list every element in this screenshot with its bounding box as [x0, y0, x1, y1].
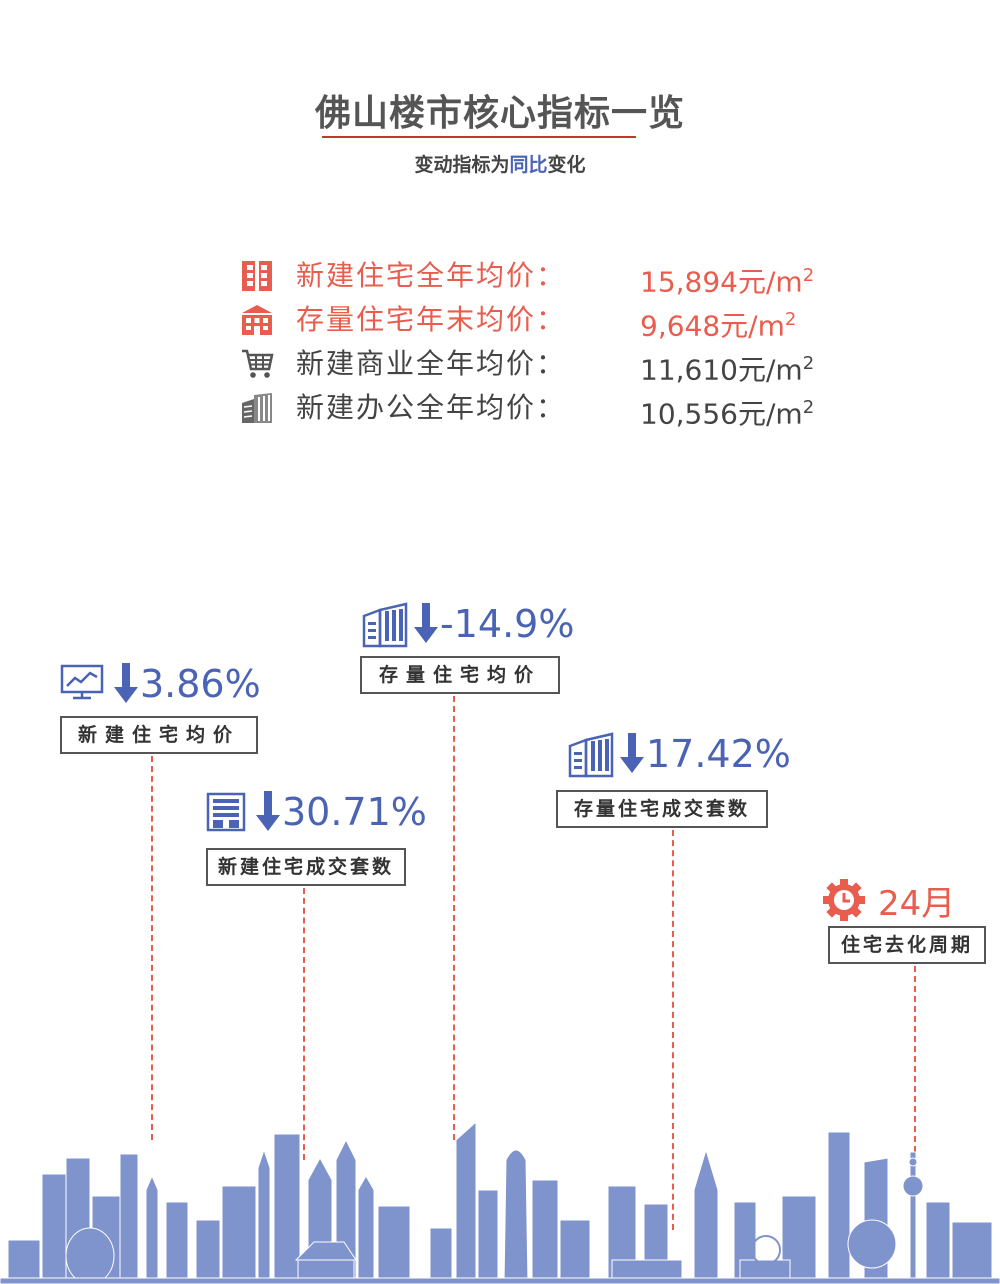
indicator-value-resale-price: -14.9% [414, 602, 574, 646]
indicator-value-new-home-deals: 30.71% [256, 790, 427, 834]
price-row-resale-residential: 存量住宅年末均价： 9,648元/m2 [240, 300, 840, 342]
arrow-down-icon [620, 733, 644, 773]
city-skyline-illustration [0, 1120, 1000, 1284]
indicator-label-resale-deals: 存量住宅成交套数 [556, 790, 768, 828]
price-label: 新建办公全年均价： [296, 391, 567, 424]
arrow-down-icon [414, 603, 438, 643]
price-label: 新建住宅全年均价： [296, 259, 567, 292]
page-title: 佛山楼市核心指标一览 [314, 93, 685, 134]
price-value: 11,610元/m2 [640, 353, 815, 387]
buildings-icon [362, 602, 408, 648]
price-row-new-commercial: 新建商业全年均价： 11,610元/m2 [240, 344, 840, 386]
indicator-label-new-home-price: 新建住宅均价 [60, 716, 258, 754]
subtitle-text-before: 变动指标为 [414, 154, 510, 176]
leader-line [151, 756, 153, 1140]
subtitle-text-after: 变化 [547, 154, 586, 176]
price-label: 存量住宅年末均价： [296, 303, 567, 336]
building-icon [242, 261, 272, 291]
title-divider [322, 136, 636, 138]
indicator-label-new-home-deals: 新建住宅成交套数 [206, 848, 406, 886]
indicator-label-destock-cycle: 住宅去化周期 [828, 926, 986, 964]
price-value: 10,556元/m2 [640, 397, 815, 431]
price-row-new-residential: 新建住宅全年均价： 15,894元/m2 [240, 256, 840, 298]
indicator-value-resale-deals: 17.42% [620, 732, 791, 776]
buildings-icon [568, 732, 614, 778]
price-label: 新建商业全年均价： [296, 347, 567, 380]
indicator-value-new-home-price: 3.86% [114, 662, 261, 706]
leader-line [303, 888, 305, 1160]
indicator-value-destock-cycle: 24月 [878, 884, 956, 924]
leader-line [672, 830, 674, 1230]
leader-line [914, 966, 916, 1152]
price-value: 15,894元/m2 [640, 265, 815, 299]
shopping-cart-icon [242, 349, 274, 378]
arrow-down-icon [114, 663, 138, 703]
office-building-icon [242, 393, 272, 423]
arrow-down-icon [256, 791, 280, 831]
chart-monitor-icon [60, 664, 104, 700]
price-row-new-office: 新建办公全年均价： 10,556元/m2 [240, 388, 840, 430]
indicator-label-resale-price: 存量住宅均价 [360, 656, 560, 694]
subtitle-highlight: 同比 [509, 154, 548, 176]
leader-line [453, 696, 455, 1140]
gear-clock-icon [823, 879, 865, 921]
price-value: 9,648元/m2 [640, 309, 797, 343]
page-subtitle: 变动指标为同比变化 [0, 150, 1000, 177]
apartment-icon [206, 792, 246, 832]
house-icon [242, 305, 272, 335]
